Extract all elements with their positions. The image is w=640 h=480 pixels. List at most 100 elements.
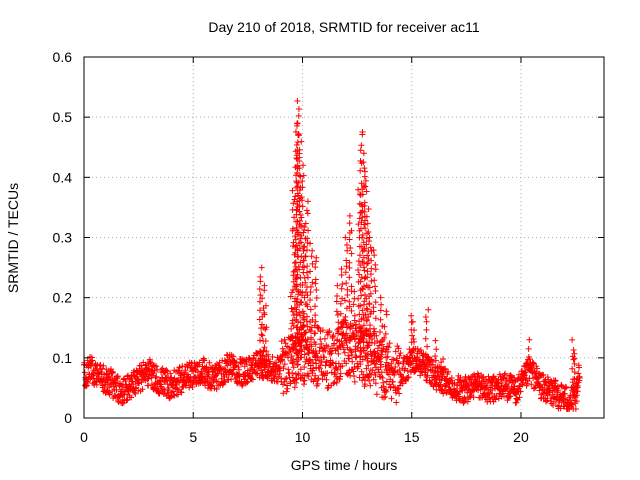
spike-point bbox=[290, 346, 297, 353]
spike-point bbox=[361, 221, 368, 228]
spike-point bbox=[301, 264, 308, 271]
data-point bbox=[462, 373, 469, 380]
y-axis-label: SRMTID / TECUs bbox=[5, 183, 21, 293]
data-point bbox=[333, 379, 340, 386]
data-point bbox=[163, 367, 170, 374]
data-point bbox=[503, 385, 510, 392]
data-point bbox=[334, 366, 341, 373]
spike-point bbox=[571, 397, 578, 404]
spike-point bbox=[372, 283, 379, 290]
spike-point bbox=[304, 198, 311, 205]
spike-point bbox=[313, 286, 320, 293]
spike-point bbox=[364, 252, 371, 259]
data-point bbox=[331, 340, 338, 347]
spike-point bbox=[337, 300, 344, 307]
data-point bbox=[572, 405, 579, 412]
data-point bbox=[199, 370, 206, 377]
data-point bbox=[480, 373, 487, 380]
spike-point bbox=[368, 278, 375, 285]
spike-point bbox=[423, 318, 430, 325]
spike-point bbox=[377, 307, 384, 314]
spike-point bbox=[294, 350, 301, 357]
spike-point bbox=[300, 244, 307, 251]
spike-point bbox=[296, 202, 303, 209]
data-point bbox=[372, 380, 379, 387]
data-point bbox=[382, 393, 389, 400]
y-tick-label: 0.4 bbox=[53, 169, 73, 185]
spike-point bbox=[378, 301, 385, 308]
spike-point bbox=[527, 361, 534, 368]
data-point bbox=[312, 372, 319, 379]
spike-point bbox=[309, 349, 316, 356]
spike-point bbox=[364, 259, 371, 266]
x-tick-label: 10 bbox=[295, 429, 311, 445]
data-point bbox=[123, 391, 130, 398]
spike-point bbox=[299, 184, 306, 191]
spike-point bbox=[364, 351, 371, 358]
spike-point bbox=[350, 301, 357, 308]
spike-point bbox=[569, 365, 576, 372]
data-point bbox=[516, 394, 523, 401]
data-point bbox=[341, 349, 348, 356]
spike-point bbox=[293, 343, 300, 350]
spike-point bbox=[298, 138, 305, 145]
spike-point bbox=[261, 282, 268, 289]
data-point bbox=[321, 354, 328, 361]
spike-point bbox=[293, 141, 300, 148]
spike-point bbox=[333, 308, 340, 315]
data-point bbox=[380, 383, 387, 390]
spike-point bbox=[359, 286, 366, 293]
data-point bbox=[205, 371, 212, 378]
spike-point bbox=[293, 207, 300, 214]
spike-point bbox=[347, 320, 354, 327]
spike-point bbox=[337, 310, 344, 317]
data-point bbox=[372, 372, 379, 379]
data-point bbox=[306, 357, 313, 364]
spike-point bbox=[305, 227, 312, 234]
data-point bbox=[348, 352, 355, 359]
data-point bbox=[380, 394, 387, 401]
spike-point bbox=[432, 376, 439, 383]
spike-point bbox=[357, 325, 364, 332]
spike-point bbox=[346, 274, 353, 281]
data-point bbox=[390, 356, 397, 363]
spike-point bbox=[360, 150, 367, 157]
data-point bbox=[89, 357, 96, 364]
spike-point bbox=[433, 346, 440, 353]
data-point bbox=[329, 333, 336, 340]
spike-point bbox=[299, 289, 306, 296]
data-point bbox=[178, 389, 185, 396]
data-point bbox=[501, 371, 508, 378]
spike-point bbox=[313, 295, 320, 302]
spike-point bbox=[366, 322, 373, 329]
spike-point bbox=[301, 223, 308, 230]
spike-point bbox=[262, 360, 269, 367]
data-point bbox=[322, 347, 329, 354]
spike-point bbox=[363, 241, 370, 248]
spike-point bbox=[287, 293, 294, 300]
spike-point bbox=[263, 348, 270, 355]
data-point bbox=[388, 360, 395, 367]
spike-point bbox=[362, 177, 369, 184]
spike-point bbox=[259, 332, 266, 339]
spike-point bbox=[357, 278, 364, 285]
data-point bbox=[328, 369, 335, 376]
data-point bbox=[325, 329, 332, 336]
data-point bbox=[339, 363, 346, 370]
data-point bbox=[417, 347, 424, 354]
data-point bbox=[329, 359, 336, 366]
spike-point bbox=[344, 247, 351, 254]
spike-point bbox=[372, 353, 379, 360]
data-point bbox=[277, 367, 284, 374]
spike-point bbox=[383, 308, 390, 315]
spike-point bbox=[571, 369, 578, 376]
data-point bbox=[447, 377, 454, 384]
data-point bbox=[434, 373, 441, 380]
data-point bbox=[382, 363, 389, 370]
spike-point bbox=[260, 324, 267, 331]
data-point bbox=[366, 377, 373, 384]
data-point bbox=[176, 364, 183, 371]
data-point bbox=[283, 388, 290, 395]
data-point bbox=[282, 376, 289, 383]
data-point bbox=[115, 399, 122, 406]
